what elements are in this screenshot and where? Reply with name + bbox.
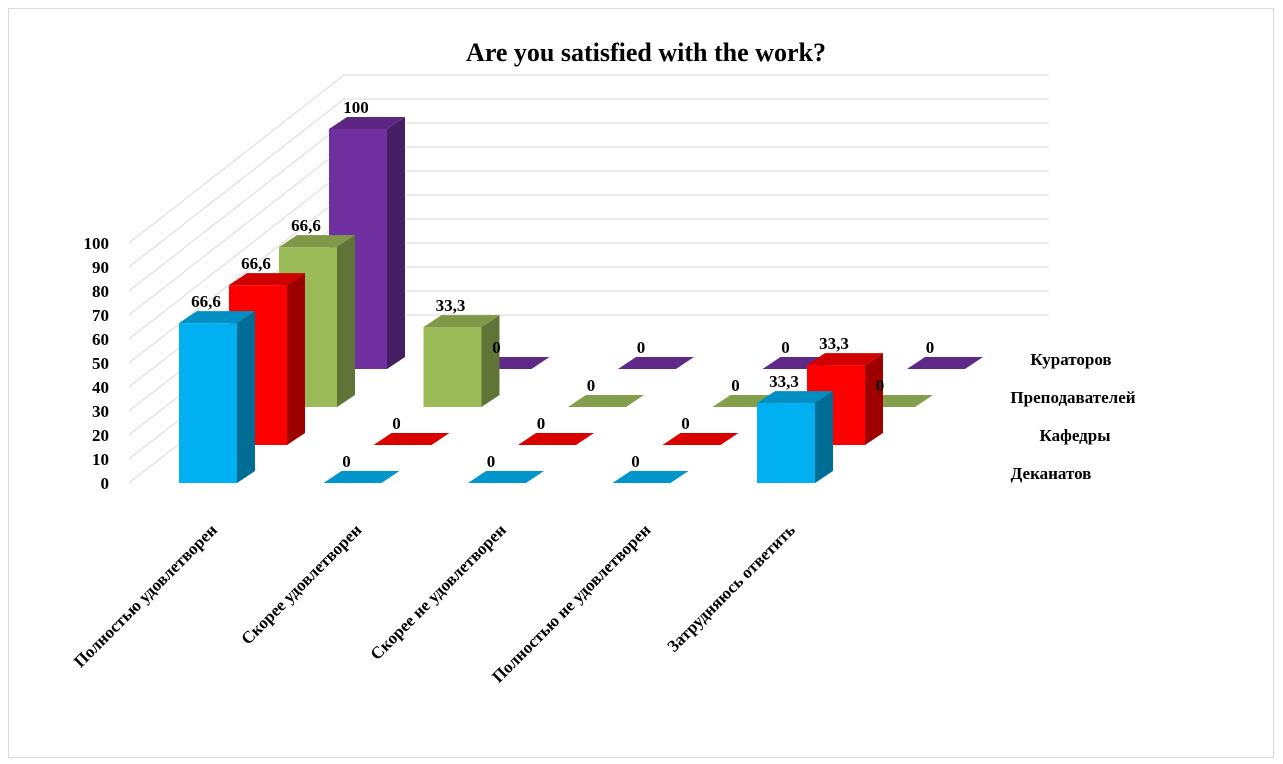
bar xyxy=(518,433,594,445)
data-label: 66,6 xyxy=(191,292,221,311)
bar-side xyxy=(337,235,355,407)
gridline-side xyxy=(128,194,345,364)
bar-side xyxy=(237,311,255,483)
bar-side xyxy=(387,117,405,369)
bar-side xyxy=(481,315,500,407)
bar xyxy=(423,315,500,407)
bar-top xyxy=(423,315,500,328)
bar-zero xyxy=(518,433,594,445)
bar-side xyxy=(287,273,305,445)
bar-top xyxy=(179,311,255,324)
y-tick-label: 100 xyxy=(84,234,110,253)
data-label: 33,3 xyxy=(436,296,466,315)
bar-top xyxy=(807,353,883,366)
gridline-side xyxy=(128,98,345,268)
bar-zero xyxy=(323,471,400,483)
bars xyxy=(179,117,983,483)
bar-top xyxy=(229,273,305,286)
series-axis-label: Деканатов xyxy=(1011,464,1092,483)
bar xyxy=(662,433,739,445)
data-label: 66,6 xyxy=(291,216,321,235)
bar-front xyxy=(757,403,815,483)
data-label: 0 xyxy=(731,376,740,395)
series-axis-label: Кураторов xyxy=(1030,350,1111,369)
bar-zero xyxy=(373,433,450,445)
y-tick-label: 80 xyxy=(92,282,109,301)
bar xyxy=(323,471,400,483)
data-label: 66,6 xyxy=(241,254,271,273)
bar-top xyxy=(329,117,405,129)
y-tick-label: 50 xyxy=(92,354,109,373)
bar xyxy=(907,357,983,369)
chart-title: Are you satisfied with the work? xyxy=(466,38,826,67)
data-label: 0 xyxy=(781,338,790,357)
data-label: 0 xyxy=(487,452,496,471)
data-label: 33,3 xyxy=(819,334,849,353)
gridline-side xyxy=(128,170,345,340)
data-label: 0 xyxy=(926,338,935,357)
bar xyxy=(468,471,544,483)
gridlines xyxy=(128,74,1049,484)
data-label: 0 xyxy=(587,376,596,395)
bar-zero xyxy=(612,471,689,483)
gridline-side xyxy=(128,74,345,244)
y-tick-label: 70 xyxy=(92,306,109,325)
bar xyxy=(618,357,694,369)
data-label: 0 xyxy=(492,338,501,357)
category-label: Затрудняюсь ответить xyxy=(663,520,798,655)
bar xyxy=(568,395,644,407)
bar-side xyxy=(815,391,833,483)
bar xyxy=(179,311,255,483)
bar-top xyxy=(279,235,355,248)
bar-zero xyxy=(907,357,983,369)
series-axis-label: Кафедры xyxy=(1039,426,1110,445)
data-label: 0 xyxy=(876,376,885,395)
bar-front xyxy=(423,327,482,407)
bar-zero xyxy=(662,433,739,445)
bar-top xyxy=(757,391,833,404)
bar-zero xyxy=(618,357,694,369)
category-label: Скорее не удовлетворен xyxy=(367,520,510,663)
data-labels: 100 0 0 0 0 66,6 33,3 0 0 0 66,6 0 0 0 33,3 66,6 0 0 0 33,3 xyxy=(191,98,934,471)
gridline-side xyxy=(128,122,345,292)
data-label: 0 xyxy=(631,452,640,471)
bar xyxy=(757,391,833,483)
gridline-side xyxy=(128,146,345,316)
category-label: Скорее удовлетворен xyxy=(237,520,365,648)
data-label: 0 xyxy=(637,338,646,357)
chart-frame: 100 0 0 0 0 66,6 33,3 0 0 0 66,6 0 0 0 33,3 66,6 0 0 0 33,3… xyxy=(8,8,1274,758)
bar-side xyxy=(865,353,883,445)
data-label: 0 xyxy=(392,414,401,433)
category-label: Полностью не удовлетворен xyxy=(488,520,654,686)
y-tick-label: 20 xyxy=(92,426,109,445)
data-label: 0 xyxy=(681,414,690,433)
bar xyxy=(373,433,450,445)
series-axis-label: Преподавателей xyxy=(1010,388,1135,407)
category-label: Полностью удовлетворен xyxy=(70,520,221,671)
data-label: 0 xyxy=(342,452,351,471)
bar-zero xyxy=(468,471,544,483)
y-tick-label: 90 xyxy=(92,258,109,277)
data-label: 100 xyxy=(343,98,369,117)
y-tick-label: 0 xyxy=(101,474,110,493)
data-label: 33,3 xyxy=(769,372,799,391)
y-tick-label: 30 xyxy=(92,402,109,421)
bar-zero xyxy=(568,395,644,407)
bar xyxy=(612,471,689,483)
y-tick-label: 40 xyxy=(92,378,109,397)
bar-front xyxy=(179,323,237,483)
data-label: 0 xyxy=(537,414,546,433)
y-tick-label: 60 xyxy=(92,330,109,349)
y-tick-label: 10 xyxy=(92,450,109,469)
bar xyxy=(807,353,883,445)
